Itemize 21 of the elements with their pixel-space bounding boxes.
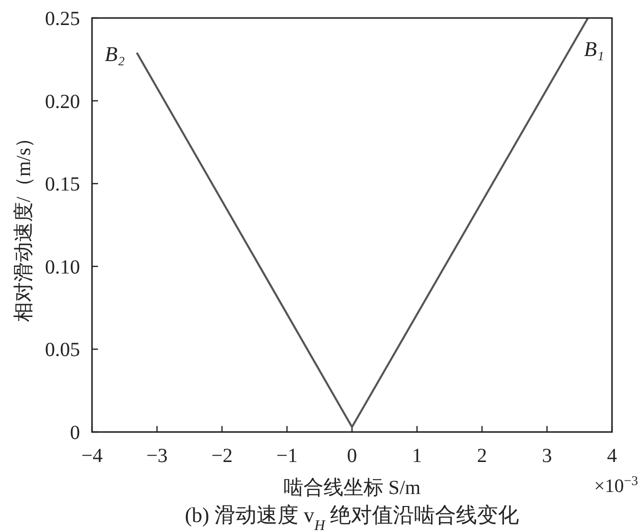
x-tick-label: 1 (412, 445, 422, 467)
y-tick-label: 0.25 (45, 8, 80, 30)
y-tick-label: 0.10 (45, 256, 80, 278)
x-tick-label: −2 (211, 445, 233, 467)
y-tick-label: 0 (70, 422, 80, 444)
x-tick-label: 0 (347, 445, 357, 467)
x-tick-label: −1 (276, 445, 298, 467)
x-axis-title: 啮合线坐标 S/m (283, 477, 422, 499)
y-tick-label: 0.05 (45, 339, 80, 362)
x-tick-label: 3 (542, 445, 552, 467)
y-tick-label: 0.20 (45, 90, 80, 113)
text: ×10$^{−3}$ (594, 472, 638, 497)
x-tick-label: 2 (477, 445, 487, 467)
x-tick-label: −3 (146, 445, 168, 467)
annotation: B₁ (584, 37, 604, 61)
x-tick-label: −4 (81, 445, 103, 467)
annotation: B₂ (104, 42, 125, 66)
y-tick-label: 0.15 (45, 174, 80, 196)
text: (b) 滑动速度 v$_{H}$ 绝对值沿啮合线变化 (184, 503, 520, 532)
y-axis-title: 相对滑动速度/（m/s） (13, 128, 35, 322)
x-tick-label: 4 (607, 445, 617, 467)
